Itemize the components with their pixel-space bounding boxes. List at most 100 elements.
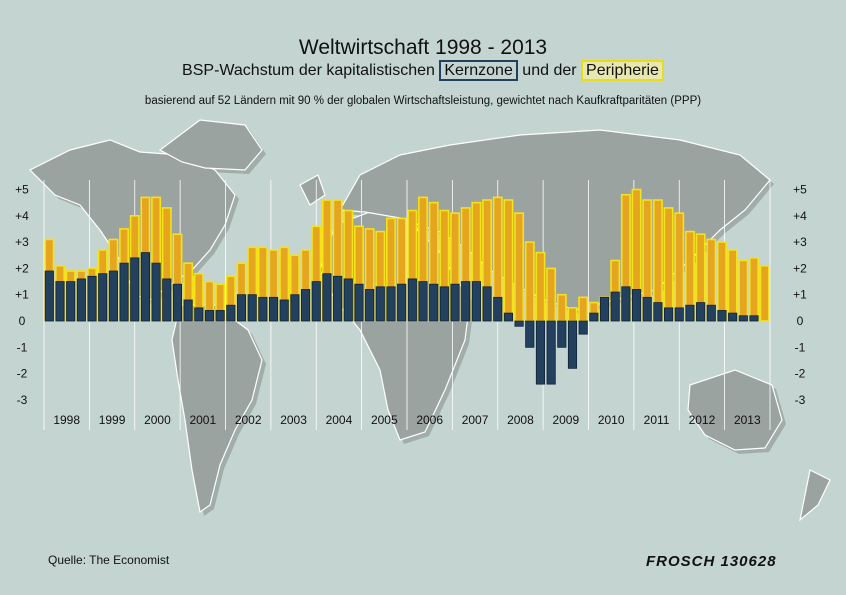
bar-periphery [716,241,727,322]
bar-core [247,294,257,322]
bar-core [493,296,503,322]
y-tick-label: +4 [793,209,807,223]
y-tick-label: +2 [793,261,807,275]
y-tick-label: +1 [15,288,29,302]
bar-core [87,275,97,322]
bar-core [471,281,481,322]
artist-signature: FROSCH 130628 [646,553,777,570]
bar-core [162,278,172,322]
bar-core [546,320,556,385]
bar-core [738,315,748,322]
bar-core [557,320,567,348]
bar-core [696,302,706,322]
bar-core [215,310,225,322]
bar-core [333,275,343,322]
x-tick-label: 2011 [644,413,670,427]
bar-core [429,283,439,322]
bar-core [172,283,183,322]
bar-core [706,304,716,322]
bar-core [642,296,652,322]
bar-core [664,307,674,322]
bar-core [514,320,524,327]
bar-core [236,294,247,322]
x-tick-label: 2006 [416,413,443,427]
chart-title: Weltwirtschaft 1998 - 2013 [298,36,548,59]
bar-core [354,283,364,322]
bar-core [482,286,492,322]
bar-core [76,278,86,322]
y-tick-label: +5 [793,183,807,197]
bar-periphery [663,207,674,322]
bar-periphery [503,199,514,322]
x-tick-label: 2004 [326,413,353,427]
bar-core [130,257,140,322]
bar-core [631,289,642,322]
bar-core [525,320,535,348]
bar-periphery [749,257,759,322]
bar-periphery [556,293,567,322]
bar-core [386,286,396,322]
bar-core [268,296,279,322]
bar-core [407,278,417,322]
y-tick-label: -2 [17,367,28,381]
y-tick-label: +3 [15,235,29,249]
source-credit: Quelle: The Economist [48,553,170,567]
bar-core [204,310,215,322]
bar-core [728,312,738,322]
x-tick-label: 1999 [99,413,126,427]
y-tick-label: -1 [795,340,806,354]
bar-core [119,262,129,322]
legend-core-label: Kernzone [439,60,518,81]
bar-core [290,294,300,322]
bar-core [44,270,54,322]
bar-core [653,302,663,322]
bar-periphery [759,264,770,322]
bar-core [567,320,578,369]
bar-core [311,281,321,322]
y-tick-label: +1 [793,288,807,302]
bar-core [450,283,460,322]
bar-core [439,286,449,322]
y-tick-label: +5 [15,183,29,197]
x-tick-label: 2010 [598,413,625,427]
bar-periphery [535,251,546,322]
bar-periphery [738,259,749,322]
bar-core [322,273,332,322]
x-tick-label: 2002 [235,413,262,427]
y-tick-label: 0 [797,314,804,328]
x-tick-label: 2008 [507,413,534,427]
bar-core [578,320,588,335]
x-tick-label: 2007 [462,413,489,427]
bar-core [194,307,204,322]
x-tick-label: 1998 [53,413,80,427]
chart-note: basierend auf 52 Ländern mit 90 % der gl… [144,95,702,107]
y-tick-label: -2 [795,367,806,381]
bar-periphery [674,212,685,322]
x-tick-label: 2005 [371,413,398,427]
x-tick-label: 2013 [734,413,761,427]
subtitle-mid: und der [522,62,577,79]
bar-periphery [546,267,557,322]
bar-core [365,289,375,322]
y-tick-label: 0 [19,314,26,328]
y-tick-label: -1 [17,340,28,354]
x-tick-label: 2003 [280,413,307,427]
bar-periphery [578,296,589,322]
y-tick-label: -3 [795,393,806,407]
y-tick-label: +3 [793,235,807,249]
bar-core [589,312,599,322]
bar-core [685,304,695,322]
bar-core [717,310,727,322]
bar-periphery [524,241,535,322]
bar-core [108,270,118,322]
chart-subtitle: BSP-Wachstum der kapitalistischen Kernzo… [0,60,846,81]
bar-core [226,304,236,322]
bar-periphery [514,212,525,322]
y-axis-right: -3 -2 -1 0 +1 +2 +3 +4 +5 [793,183,807,407]
subtitle-prefix: BSP-Wachstum der kapitalistischen [182,62,435,79]
legend-periphery-label: Peripherie [581,60,664,81]
bar-core [98,273,108,322]
bar-series [44,188,770,385]
